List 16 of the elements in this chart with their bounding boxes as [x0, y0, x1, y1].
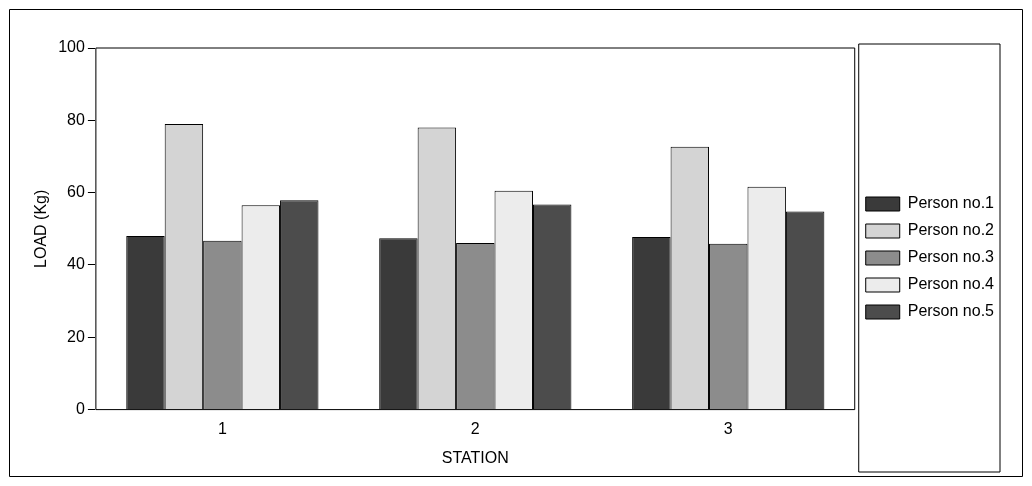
y-tick-label: 100	[58, 38, 85, 56]
x-tick-label: 3	[723, 419, 733, 437]
y-tick-label: 0	[75, 400, 85, 418]
x-tick-label: 2	[470, 419, 480, 437]
legend-label: Person no.5	[907, 302, 995, 320]
legend-label: Person no.3	[907, 248, 995, 266]
legend-label: Person no.1	[907, 194, 995, 212]
y-tick-label: 60	[67, 183, 85, 201]
y-tick-label: 80	[67, 110, 85, 128]
x-tick-label: 1	[217, 419, 227, 437]
legend-label: Person no.4	[907, 275, 995, 293]
y-tick-label: 20	[67, 327, 85, 345]
legend-label: Person no.2	[907, 221, 995, 239]
y-axis-title: LOAD (Kg)	[32, 189, 50, 268]
x-axis-title: STATION	[441, 448, 509, 466]
y-tick-label: 40	[67, 255, 85, 273]
